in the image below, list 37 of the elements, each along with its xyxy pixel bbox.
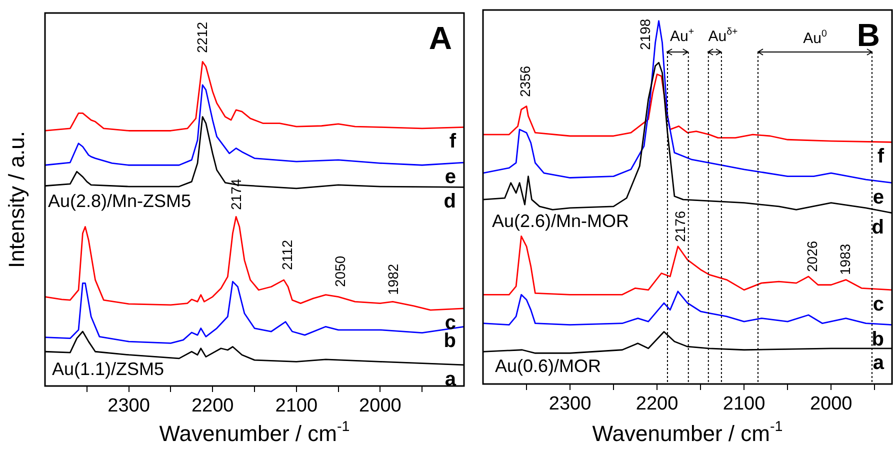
annotation: Au(1.1)/ZSM5 [52,358,164,379]
series-label: c [872,293,884,316]
y-axis-title: Intensity / a.u. [4,131,29,268]
annotation: 2112 [279,240,295,270]
x-tick-label: 2000 [810,394,852,415]
series-label: a [444,368,457,390]
x-tick-label: 2300 [548,394,592,415]
annotation: 2198 [637,18,653,50]
series-label: a [872,352,885,374]
x-tick-label: 2200 [636,394,678,415]
annotation: Au(2.8)/Mn-ZSM5 [48,190,192,211]
annotation: 2050 [332,256,348,287]
series-label: b [444,330,456,352]
series-label: d [872,216,884,238]
annotation: Au(2.6)/Mn-MOR [492,210,630,231]
annotation: 1983 [837,244,853,275]
series-label: f [877,146,884,168]
chart-title: B [856,17,880,53]
chart-title: A [428,20,452,56]
series-label: f [449,130,456,153]
annotation: 2174 [228,178,244,210]
x-tick-label: 2100 [275,396,318,417]
series-label: b [872,328,884,350]
x-tick-label: 2000 [359,396,402,417]
annotation: 2356 [517,66,533,97]
annotation: Au(0.6)/MOR [495,356,602,376]
x-tick-label: 2300 [108,396,150,417]
x-tick-label: 2100 [722,394,766,415]
x-tick-label: 2200 [191,396,234,417]
series-label: e [444,166,456,188]
annotation: 2026 [804,240,820,272]
series-label: d [444,190,456,213]
series-label: e [872,186,884,208]
text: 2212 [194,22,210,53]
annotation: 2176 [672,210,688,242]
annotation: 1982 [385,264,401,295]
annotation: Au+ [670,26,694,45]
